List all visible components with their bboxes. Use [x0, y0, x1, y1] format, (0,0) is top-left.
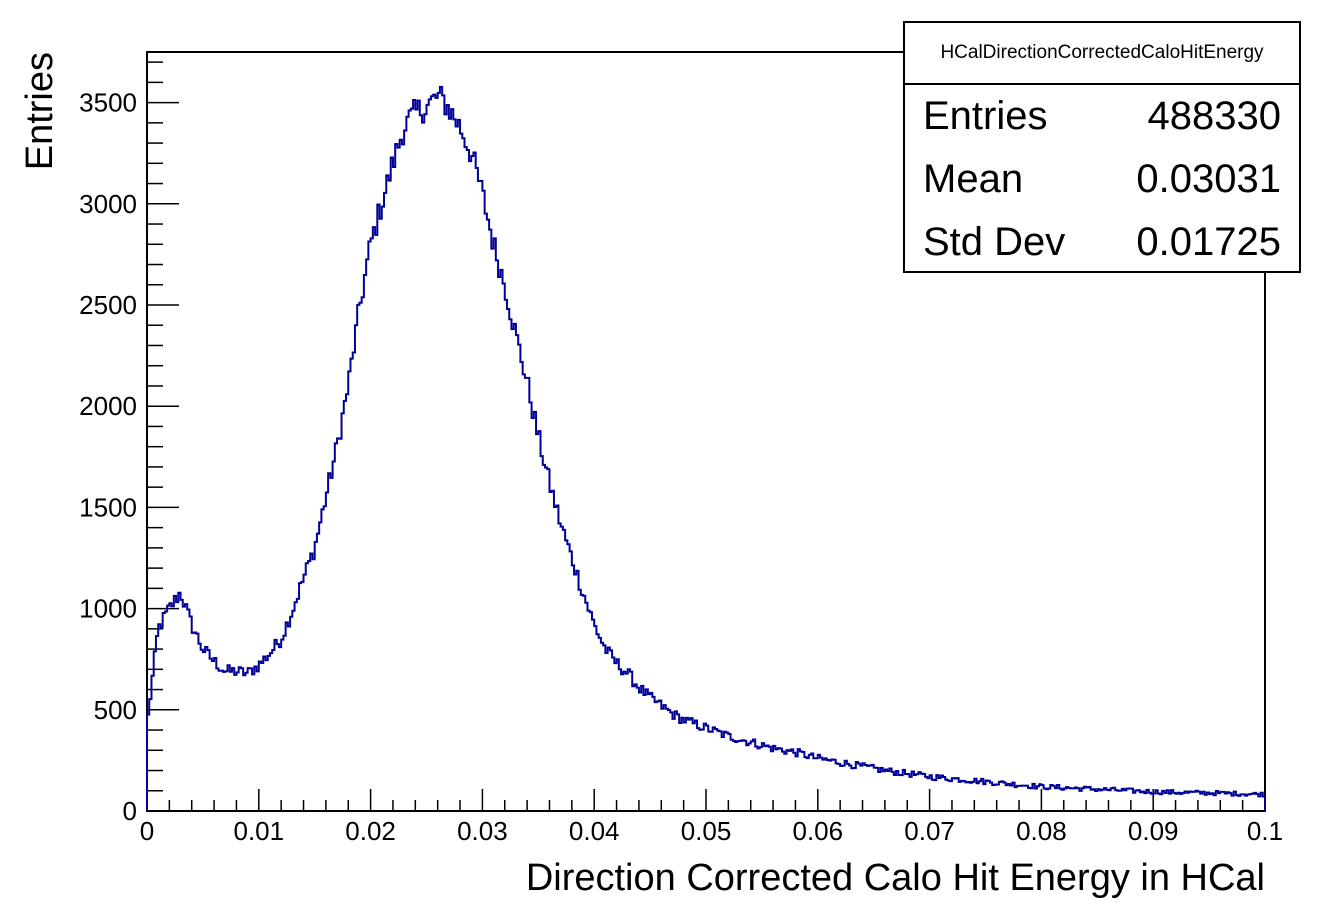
x-tick-label: 0.01 [233, 816, 284, 846]
y-axis-title: Entries [19, 52, 61, 170]
stats-box-title: HCalDirectionCorrectedCaloHitEnergy [905, 23, 1299, 85]
y-tick-label: 2500 [79, 290, 137, 320]
x-tick-label: 0.08 [1016, 816, 1067, 846]
y-tick-label: 500 [94, 695, 137, 725]
y-tick-label: 1000 [79, 594, 137, 624]
x-tick-label: 0 [140, 816, 154, 846]
y-tick-label: 2000 [79, 391, 137, 421]
x-axis-title: Direction Corrected Calo Hit Energy in H… [526, 857, 1265, 899]
stats-box: HCalDirectionCorrectedCaloHitEnergy Entr… [903, 21, 1301, 273]
x-axis-ticks: 0 0.01 0.02 0.03 0.04 0.05 0.06 0.07 0.08 0.09 0.1 [140, 789, 1283, 846]
y-tick-label: 3500 [79, 88, 137, 118]
stats-label: Mean [923, 157, 1024, 201]
stats-row-stddev: Std Dev 0.01725 [905, 211, 1299, 274]
x-tick-label: 0.07 [904, 816, 955, 846]
x-tick-label: 0.09 [1128, 816, 1179, 846]
stats-value: 0.01725 [1136, 220, 1281, 264]
stats-row-entries: Entries 488330 [905, 85, 1299, 148]
y-tick-label: 0 [123, 796, 137, 826]
y-axis-ticks: 0 500 1000 1500 2000 2500 3000 3500 [79, 61, 179, 826]
x-tick-label: 0.05 [681, 816, 732, 846]
stats-label: Std Dev [923, 220, 1066, 264]
y-tick-label: 1500 [79, 492, 137, 522]
x-tick-label: 0.02 [345, 816, 396, 846]
y-tick-label: 3000 [79, 189, 137, 219]
stats-value: 0.03031 [1136, 157, 1281, 201]
x-tick-label: 0.03 [457, 816, 508, 846]
stats-row-mean: Mean 0.03031 [905, 148, 1299, 211]
stats-label: Entries [923, 94, 1048, 138]
histogram-series-line [146, 85, 1266, 811]
x-tick-label: 0.04 [569, 816, 620, 846]
x-tick-label: 0.06 [792, 816, 843, 846]
x-tick-label: 0.1 [1247, 816, 1283, 846]
stats-value: 488330 [1147, 94, 1281, 138]
